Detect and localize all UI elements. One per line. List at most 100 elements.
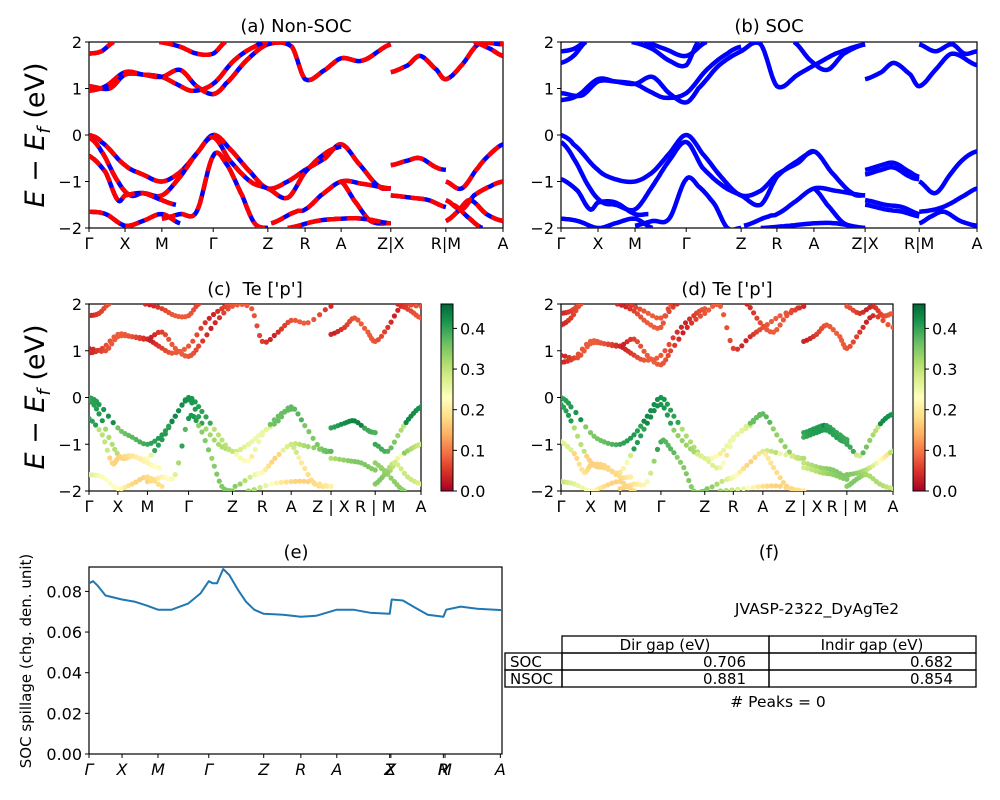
projected-point xyxy=(710,462,716,468)
projected-point xyxy=(106,434,112,440)
projected-point xyxy=(621,465,627,472)
projected-point xyxy=(890,324,893,330)
projected-point xyxy=(773,483,779,489)
band-line xyxy=(918,42,977,57)
projected-point xyxy=(729,487,735,491)
projected-point xyxy=(762,451,769,457)
table-row-label: NSOC xyxy=(510,670,553,688)
projected-point xyxy=(768,483,775,489)
projected-point xyxy=(296,455,302,461)
panel-f-title: (f) xyxy=(759,542,779,563)
projected-point xyxy=(565,444,571,450)
band-line xyxy=(918,149,977,196)
projected-point xyxy=(801,455,807,461)
y-tick-label: 2 xyxy=(72,295,82,314)
projected-point xyxy=(671,427,677,433)
projected-point xyxy=(624,483,630,489)
band-line xyxy=(792,42,866,73)
projected-point xyxy=(756,451,762,457)
bands xyxy=(89,42,503,228)
projected-point xyxy=(96,401,102,408)
projected-point xyxy=(306,429,312,435)
band-line-spin-up xyxy=(452,202,484,228)
projected-point xyxy=(284,444,290,450)
projected-point xyxy=(215,308,221,314)
projected-point xyxy=(328,455,334,461)
projected-point xyxy=(651,458,657,464)
projected-point xyxy=(199,429,205,435)
projected-point xyxy=(152,447,158,454)
projected-point xyxy=(245,488,251,491)
projected-point xyxy=(634,311,641,317)
projected-point xyxy=(605,465,611,471)
projected-point xyxy=(388,319,394,325)
projected-point xyxy=(216,478,222,484)
projected-point xyxy=(298,417,304,423)
projected-point xyxy=(850,448,856,454)
projected-point xyxy=(710,455,716,461)
projected-point xyxy=(408,304,414,308)
colorbar-tick-label: 0.2 xyxy=(932,401,957,420)
projected-point xyxy=(263,426,269,433)
y-tick-label: 0.02 xyxy=(46,704,82,723)
projected-point xyxy=(210,311,217,318)
projected-point xyxy=(683,433,689,439)
x-tick-label: A xyxy=(416,497,427,516)
projected-point xyxy=(724,325,730,331)
projected-point xyxy=(770,426,776,432)
projected-point xyxy=(609,441,615,447)
x-tick-label: M xyxy=(613,497,627,516)
band-line xyxy=(561,216,654,228)
projected-point xyxy=(721,447,727,453)
projected-point xyxy=(297,441,303,447)
projected-point xyxy=(208,325,214,331)
projected-point xyxy=(200,338,206,344)
projected-point xyxy=(801,488,807,491)
projected-point xyxy=(148,452,154,458)
projected-point xyxy=(679,426,685,432)
projected-point xyxy=(873,428,879,434)
x-tick-label: Γ xyxy=(656,497,665,516)
projected-point xyxy=(104,447,110,453)
projected-point xyxy=(788,310,794,316)
x-tick-label: A xyxy=(286,497,297,516)
projected-point xyxy=(398,466,404,472)
projected-point xyxy=(641,357,647,363)
projected-point xyxy=(103,426,109,432)
band-ylabel-mid: E − Ef (eV) xyxy=(20,325,55,470)
projected-point xyxy=(418,304,421,309)
projected-point xyxy=(401,470,407,476)
projected-point xyxy=(706,307,712,313)
projected-point xyxy=(782,444,788,450)
colorbar-tick-label: 0.1 xyxy=(460,441,485,460)
x-tick-label: Z xyxy=(383,760,396,779)
band-line xyxy=(918,186,977,214)
projected-point xyxy=(658,324,664,330)
panel-e-soc-spillage: 0.000.020.040.060.08Γ X M Γ Z R A ZX RM A xyxy=(46,566,506,779)
projected-point xyxy=(297,319,303,325)
projected-point xyxy=(413,304,419,309)
projected-point xyxy=(322,307,328,313)
projected-point xyxy=(735,486,741,491)
band-line xyxy=(918,209,977,228)
projected-point xyxy=(768,318,775,325)
projected-point xyxy=(133,436,139,443)
projected-point xyxy=(378,333,385,339)
projected-point xyxy=(237,455,243,461)
projected-point xyxy=(609,480,615,486)
projected-point xyxy=(665,352,671,359)
projected-point xyxy=(880,317,886,324)
projected-point xyxy=(813,468,819,474)
colorbar-tick-label: 0.3 xyxy=(460,360,485,379)
projected-point xyxy=(664,412,671,418)
projected-point xyxy=(263,339,269,345)
projected-point xyxy=(683,442,689,448)
projected-point xyxy=(755,484,761,490)
projected-point xyxy=(249,439,255,445)
projected-point xyxy=(186,397,192,403)
projected-point xyxy=(418,404,421,410)
projected-point xyxy=(561,404,567,410)
projected-point xyxy=(628,474,634,480)
projected-point xyxy=(619,304,625,308)
